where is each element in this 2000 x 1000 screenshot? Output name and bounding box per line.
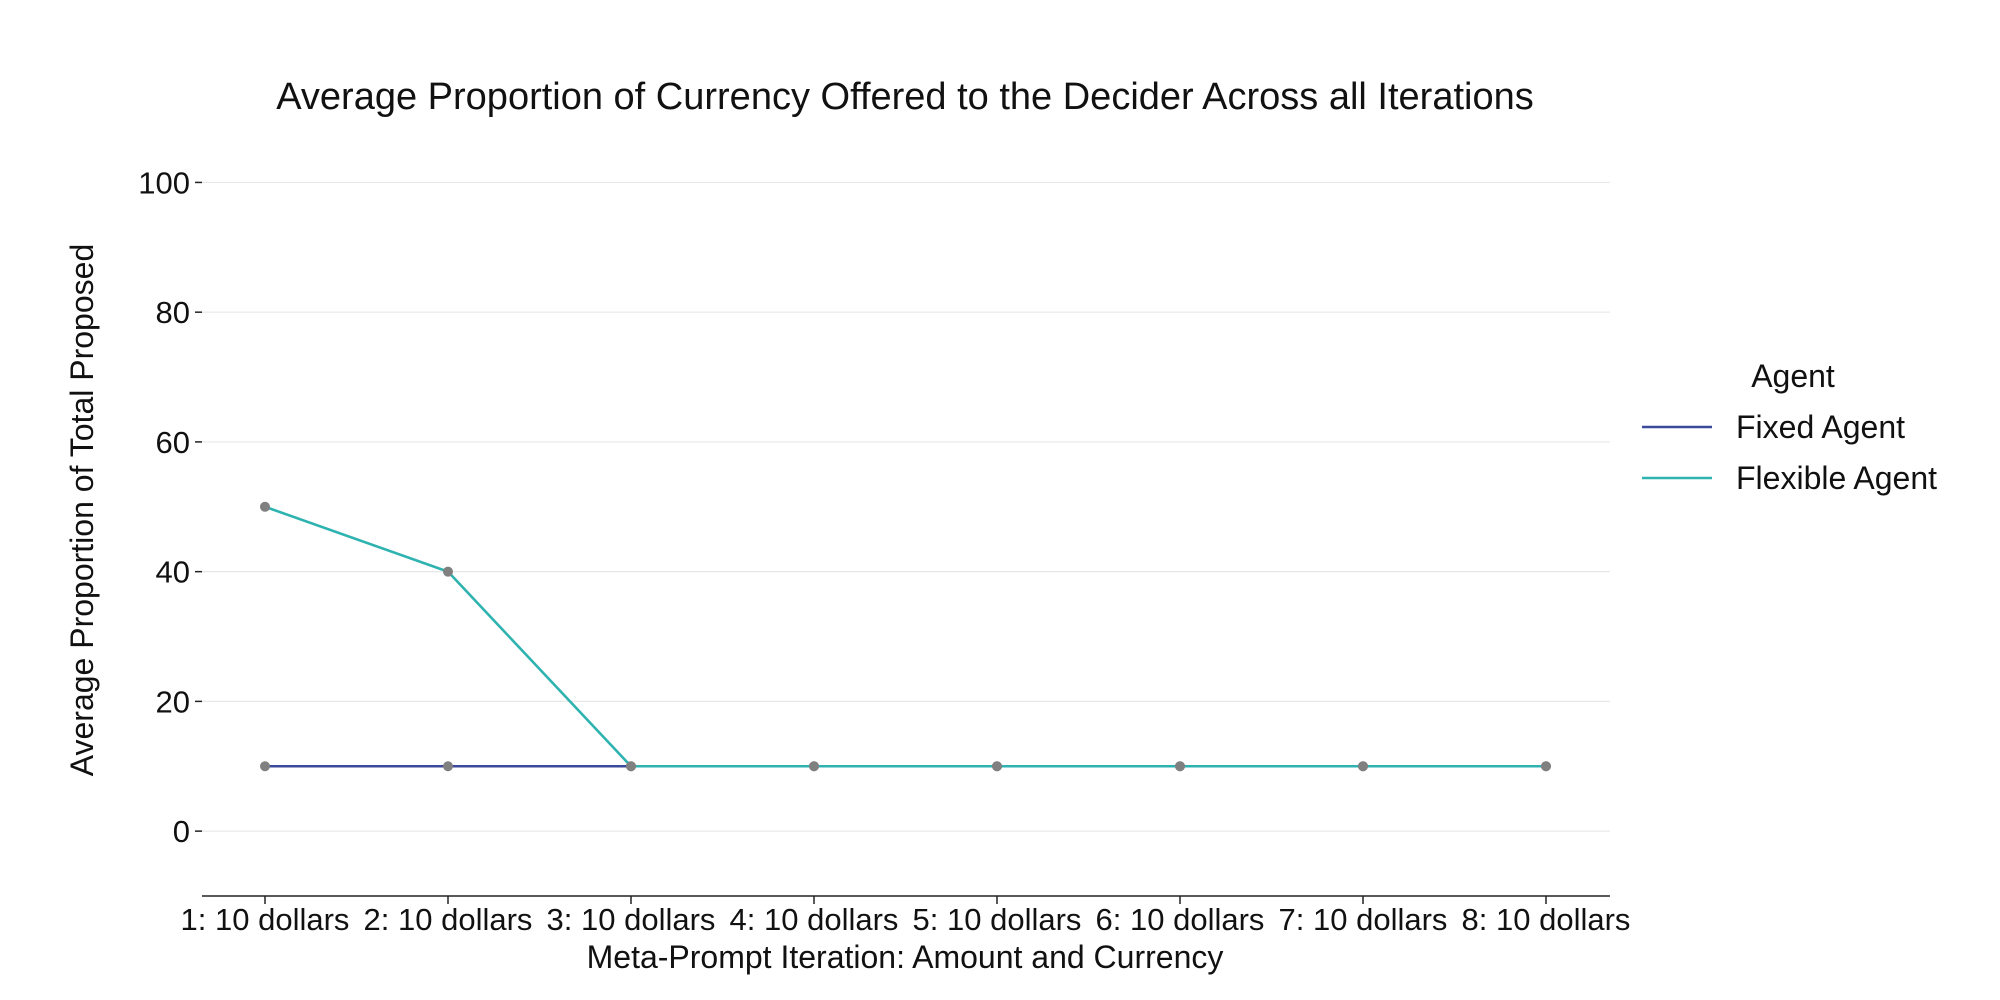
chart-title: Average Proportion of Currency Offered t…: [276, 76, 1533, 118]
x-tick-label-5: 5: 10 dollars: [913, 902, 1082, 937]
x-tick-label-7: 7: 10 dollars: [1279, 902, 1448, 937]
flexible-agent-point-8: [1541, 761, 1551, 772]
flexible-agent-point-2: [443, 566, 453, 577]
legend: Agent Fixed Agent Flexible Agent: [1642, 358, 1937, 496]
y-tick-label-80: 80: [156, 295, 190, 330]
fixed-agent-point-2: [443, 761, 453, 772]
flexible-agent-point-6: [1175, 761, 1185, 772]
legend-title: Agent: [1751, 358, 1835, 394]
x-tick-label-4: 4: 10 dollars: [730, 902, 899, 937]
flexible-agent-point-5: [992, 761, 1002, 772]
x-tick-label-6: 6: 10 dollars: [1096, 902, 1265, 937]
y-tick-label-100: 100: [138, 165, 190, 200]
flexible-agent-point-4: [809, 761, 819, 772]
series-lines: [264, 505, 1546, 768]
y-tick-label-40: 40: [156, 555, 190, 590]
fixed-agent-point-1: [260, 761, 270, 772]
x-tick-label-2: 2: 10 dollars: [364, 902, 533, 937]
flexible-agent-point-3: [626, 761, 636, 772]
data-markers: [260, 501, 1551, 772]
y-tick-label-20: 20: [156, 684, 190, 719]
y-tick-label-0: 0: [173, 814, 190, 849]
flexible-agent-line: [264, 505, 1546, 768]
x-tick-label-8: 8: 10 dollars: [1462, 902, 1631, 937]
x-axis-label: Meta-Prompt Iteration: Amount and Curren…: [587, 939, 1224, 975]
x-tick-label-3: 3: 10 dollars: [547, 902, 716, 937]
y-axis-label: Average Proportion of Total Proposed: [64, 244, 100, 777]
legend-label-flexible-agent: Flexible Agent: [1736, 460, 1937, 496]
flexible-agent-point-7: [1358, 761, 1368, 772]
y-tick-label-60: 60: [156, 425, 190, 460]
legend-label-fixed-agent: Fixed Agent: [1736, 409, 1905, 445]
flexible-agent-point-1: [260, 501, 270, 512]
axes: 0 20 40 60 80 100 1: 10 dollars 2: 10 dollars 3:…: [138, 165, 1630, 937]
x-tick-label-1: 1: 10 dollars: [181, 902, 350, 937]
grid-lines: [202, 181, 1610, 832]
